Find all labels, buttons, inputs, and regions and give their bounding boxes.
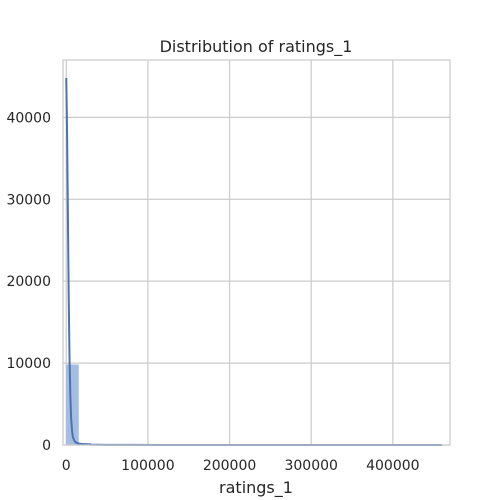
kde-line — [65, 78, 442, 446]
x-axis-label: ratings_1 — [219, 478, 293, 498]
plot-frame — [62, 59, 451, 446]
x-tick-label-4: 400000 — [366, 458, 419, 474]
x-tick-label-3: 300000 — [284, 458, 337, 474]
x-tick-label-0: 0 — [62, 458, 71, 474]
y-tick-label-1: 10000 — [6, 356, 51, 372]
x-tick-labels: 0 100000 200000 300000 400000 — [62, 458, 420, 474]
chart-title: Distribution of ratings_1 — [160, 37, 353, 57]
y-tick-label-2: 20000 — [6, 274, 51, 290]
y-tick-label-4: 40000 — [6, 110, 51, 126]
x-tick-label-2: 200000 — [203, 458, 256, 474]
y-tick-label-3: 30000 — [6, 192, 51, 208]
histogram-bars — [66, 364, 447, 446]
y-tick-labels: 0 10000 20000 30000 40000 — [6, 110, 51, 454]
x-tick-label-1: 100000 — [121, 458, 174, 474]
y-tick-label-0: 0 — [42, 438, 51, 454]
kde-curve — [65, 78, 442, 446]
grid-lines — [63, 60, 450, 446]
